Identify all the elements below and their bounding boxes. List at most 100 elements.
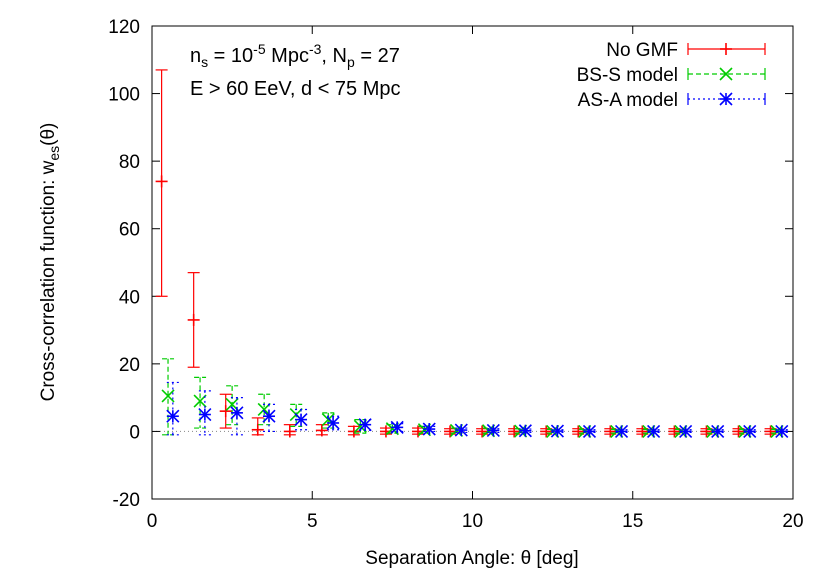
data-point <box>358 418 372 432</box>
data-point <box>743 424 757 438</box>
y-tick-label: 20 <box>119 355 140 376</box>
data-point <box>550 424 564 438</box>
data-point <box>390 420 404 434</box>
legend-cross-marker <box>719 67 733 81</box>
annot-np-val: = 27 <box>355 45 400 67</box>
data-point <box>614 424 629 438</box>
star-marker <box>358 418 372 432</box>
y-tick-label: 0 <box>129 422 140 443</box>
data-point <box>476 425 489 438</box>
star-marker <box>294 413 308 427</box>
plus-marker <box>476 425 489 438</box>
data-point <box>764 425 777 438</box>
data-point <box>775 424 789 438</box>
y-tick-label: 100 <box>108 85 140 106</box>
data-point <box>166 381 180 436</box>
data-point <box>187 272 200 368</box>
data-point <box>454 423 468 437</box>
plus-marker <box>636 425 649 438</box>
star-marker <box>775 424 789 438</box>
star-marker <box>454 423 468 437</box>
annot-np-sub: p <box>347 54 355 70</box>
star-marker <box>550 424 564 438</box>
data-point <box>647 424 661 438</box>
data-point <box>422 422 436 436</box>
y-tick-label: 120 <box>108 17 140 38</box>
cross-marker <box>257 402 271 417</box>
plus-marker <box>219 405 232 418</box>
legend-star-marker <box>719 92 733 106</box>
plus-marker <box>251 423 264 436</box>
star-marker <box>518 424 532 438</box>
plus-marker <box>540 425 553 438</box>
data-point <box>219 393 232 429</box>
star-marker <box>647 424 661 438</box>
cross-marker <box>385 422 399 436</box>
data-point <box>711 424 725 438</box>
legend: No GMF BS-S model AS-A model <box>577 40 766 111</box>
data-point <box>155 69 168 297</box>
data-point <box>251 417 264 436</box>
star-marker <box>198 407 212 422</box>
data-point <box>668 425 681 438</box>
plus-marker <box>347 425 360 438</box>
data-point <box>636 425 649 438</box>
data-point <box>385 422 399 436</box>
star-marker <box>679 424 693 438</box>
plus-marker <box>668 425 681 438</box>
star-marker <box>262 409 276 423</box>
plus-marker <box>700 425 713 438</box>
annot-exp2: -3 <box>309 41 322 57</box>
data-point <box>347 425 360 438</box>
x-tick-label: 5 <box>307 511 318 532</box>
star-marker <box>390 420 404 434</box>
x-tick-label: 20 <box>782 511 803 532</box>
data-point <box>679 424 693 438</box>
y-axis-label-tail: (θ) <box>38 123 59 146</box>
data-point <box>572 425 585 438</box>
series-no-gmf <box>155 69 777 438</box>
x-tick-label: 10 <box>462 511 483 532</box>
data-point <box>262 403 276 433</box>
data-point <box>732 425 745 438</box>
star-marker <box>711 424 725 438</box>
star-marker <box>614 424 629 438</box>
data-point <box>230 397 244 436</box>
legend-item: BS-S model <box>577 65 766 86</box>
star-marker <box>582 424 597 438</box>
y-axis-label-sub: es <box>46 146 62 161</box>
annot-n: n <box>190 45 201 67</box>
star-marker <box>486 423 500 437</box>
legend-label: No GMF <box>606 40 678 61</box>
plus-marker <box>155 175 168 188</box>
plus-marker <box>604 425 617 438</box>
data-point <box>582 424 597 438</box>
plus-marker <box>572 425 585 438</box>
data-point <box>518 424 532 438</box>
y-tick-label: 40 <box>119 287 140 308</box>
y-axis-label: Cross-correlation function: wes(θ) <box>38 123 62 402</box>
data-point <box>257 393 271 426</box>
cross-marker <box>161 389 175 403</box>
plus-marker <box>187 313 200 326</box>
star-marker <box>743 424 757 438</box>
star-marker <box>166 409 180 423</box>
plus-marker <box>283 425 296 438</box>
legend-item: AS-A model <box>578 90 766 111</box>
legend-plus-marker <box>720 43 732 55</box>
data-point <box>161 358 175 436</box>
data-point <box>508 425 521 438</box>
data-point <box>486 423 500 437</box>
data-point <box>604 425 617 438</box>
y-tick-label: -20 <box>113 490 140 511</box>
plus-marker <box>732 425 745 438</box>
annot-eq: = 10 <box>208 45 253 67</box>
data-point <box>700 425 713 438</box>
y-tick-label: 60 <box>119 220 140 241</box>
x-axis-label: Separation Angle: θ [deg] <box>365 548 578 569</box>
annotation-line-1: ns = 10-5 Mpc-3, Np = 27 <box>190 41 400 70</box>
annot-exp1: -5 <box>253 41 266 57</box>
y-axis-label-main: Cross-correlation function: w <box>38 160 59 401</box>
star-marker <box>326 416 340 430</box>
